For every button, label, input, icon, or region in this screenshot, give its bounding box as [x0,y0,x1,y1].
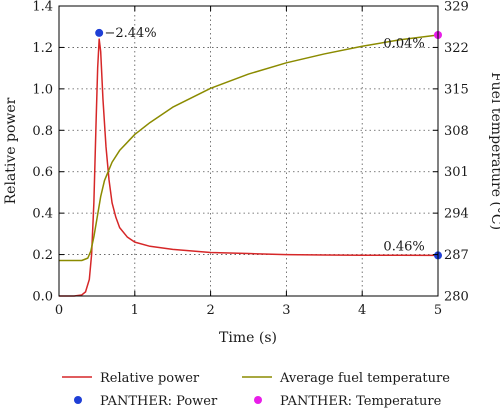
annotation-label: 0.04% [383,36,424,51]
points-layer [95,28,442,260]
y2-tick-label: 322 [444,41,469,56]
y-tick-label: 1.2 [32,41,53,56]
left-ticks: 0.0 0.2 0.4 0.6 0.8 1.0 1.2 1.4 [32,0,64,305]
x-tick-label: 5 [434,303,442,318]
y2-tick-label: 280 [444,290,469,305]
legend-label-panther-temperature: PANTHER: Temperature [280,394,442,408]
y-tick-label: 0.0 [32,290,53,305]
x-tick-label: 0 [55,303,63,318]
series-line-average-fuel-temperature [59,34,439,262]
y-tick-label: 0.2 [32,248,53,263]
y-tick-label: 0.4 [32,207,53,222]
y2-tick-label: 308 [444,124,469,139]
plot-frame [58,5,439,297]
series-layer [59,34,439,297]
legend-label-relative-power: Relative power [100,371,200,386]
legend-label-panther-power: PANTHER: Power [100,394,218,408]
gridlines [59,6,438,296]
y2-tick-label: 301 [444,165,469,180]
x-tick-label: 4 [358,303,366,318]
x-tick-label: 2 [206,303,214,318]
legend-marker-panther-power [74,396,82,404]
legend-marker-panther-temperature [254,396,262,404]
x-axis-label: Time (s) [219,330,277,346]
y2-axis-label: Fuel temperature (°C) [488,72,500,230]
y2-tick-label: 329 [444,0,469,15]
annotation-label: 0.46% [383,239,424,254]
annotation-label: −2.44% [104,26,156,41]
y2-tick-label: 294 [444,207,469,222]
x-ticks: 0 1 2 3 4 5 [55,6,442,318]
y-axis-label: Relative power [3,97,19,204]
y2-tick-label: 315 [444,82,469,97]
legend: Relative power Average fuel temperature … [62,371,450,408]
y-tick-label: 1.4 [32,0,53,15]
annotations: −2.44% 0.04% 0.46% [104,26,424,254]
series-line-relative-power [59,38,439,297]
point-panther-power [95,28,104,37]
right-ticks: 280 287 294 301 308 315 322 329 [433,0,469,305]
legend-label-average-fuel-temperature: Average fuel temperature [279,371,450,386]
y-tick-label: 0.8 [32,124,53,139]
y-tick-label: 1.0 [32,82,53,97]
x-tick-label: 1 [131,303,139,318]
x-tick-label: 3 [282,303,290,318]
y-tick-label: 0.6 [32,165,53,180]
y2-tick-label: 287 [444,248,469,263]
